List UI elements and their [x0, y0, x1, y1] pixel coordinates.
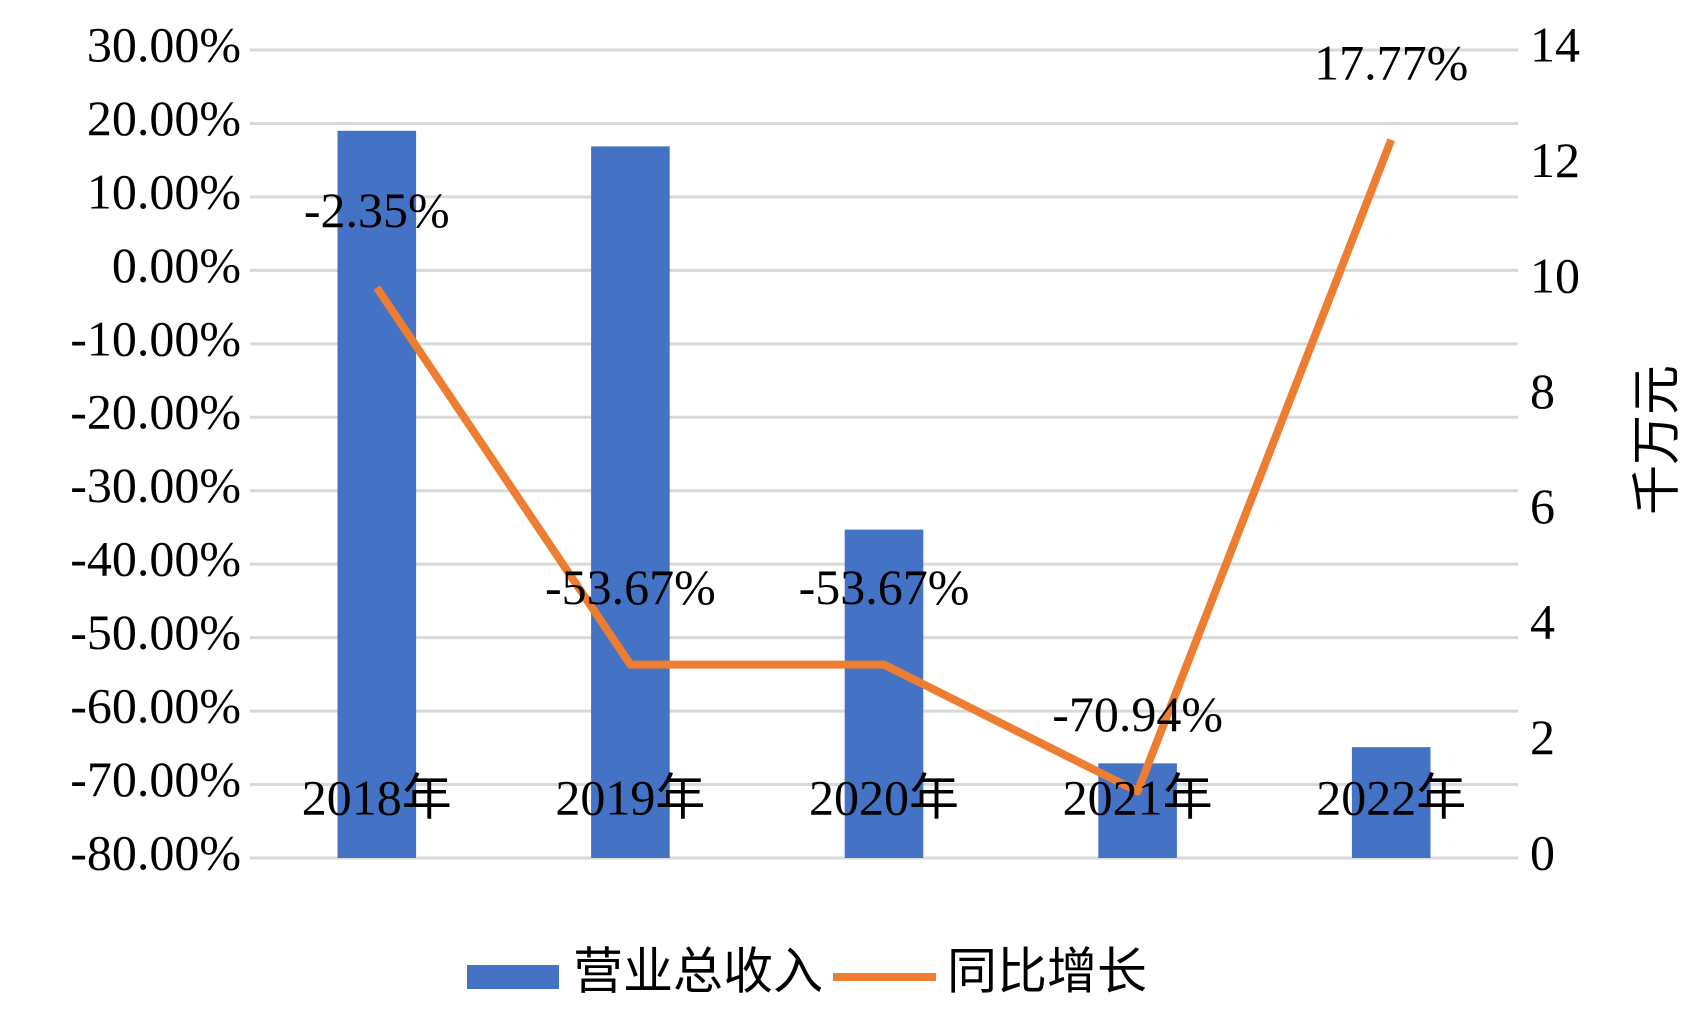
- x-tick-label: 2021年: [1063, 769, 1213, 825]
- y2-tick-label: 4: [1530, 594, 1555, 650]
- legend-swatch: [467, 965, 559, 989]
- y-tick-label: 0.00%: [112, 237, 241, 293]
- legend-label: 营业总收入: [573, 943, 823, 999]
- y2-tick-label: 6: [1530, 478, 1555, 534]
- y2-axis-title: 千万元: [1628, 365, 1684, 515]
- bar: [1351, 747, 1431, 858]
- y-tick-label: -70.00%: [70, 751, 241, 807]
- y-tick-label: 20.00%: [87, 90, 241, 146]
- line: [373, 138, 1395, 796]
- y-tick-label: -30.00%: [70, 457, 241, 513]
- data-label: -2.35%: [304, 182, 450, 238]
- y-tick-label: -10.00%: [70, 310, 241, 366]
- data-label: -53.67%: [545, 559, 716, 615]
- y2-tick-label: 2: [1530, 709, 1555, 765]
- y2-tick-label: 10: [1530, 247, 1580, 303]
- y-tick-label: 10.00%: [87, 163, 241, 219]
- y-tick-label: -60.00%: [70, 678, 241, 734]
- y-tick-label: 30.00%: [87, 16, 241, 72]
- data-label: 17.77%: [1314, 34, 1468, 90]
- y2-tick-label: 0: [1530, 824, 1555, 880]
- y-tick-label: -40.00%: [70, 531, 241, 587]
- data-label: -70.94%: [1052, 686, 1223, 742]
- y-tick-label: -80.00%: [70, 824, 241, 880]
- bar: [337, 130, 417, 859]
- x-tick-label: 2020年: [809, 769, 959, 825]
- y2-tick-label: 8: [1530, 363, 1555, 419]
- y2-tick-label: 14: [1530, 16, 1580, 72]
- data-label: -53.67%: [799, 559, 970, 615]
- x-tick-label: 2019年: [555, 769, 705, 825]
- bar: [844, 529, 924, 858]
- y-tick-label: -50.00%: [70, 604, 241, 660]
- x-tick-label: 2018年: [302, 769, 452, 825]
- y-tick-label: -20.00%: [70, 384, 241, 440]
- legend-label: 同比增长: [947, 943, 1147, 999]
- x-tick-label: 2022年: [1316, 769, 1466, 825]
- bar: [591, 146, 670, 858]
- y2-tick-label: 12: [1530, 132, 1580, 188]
